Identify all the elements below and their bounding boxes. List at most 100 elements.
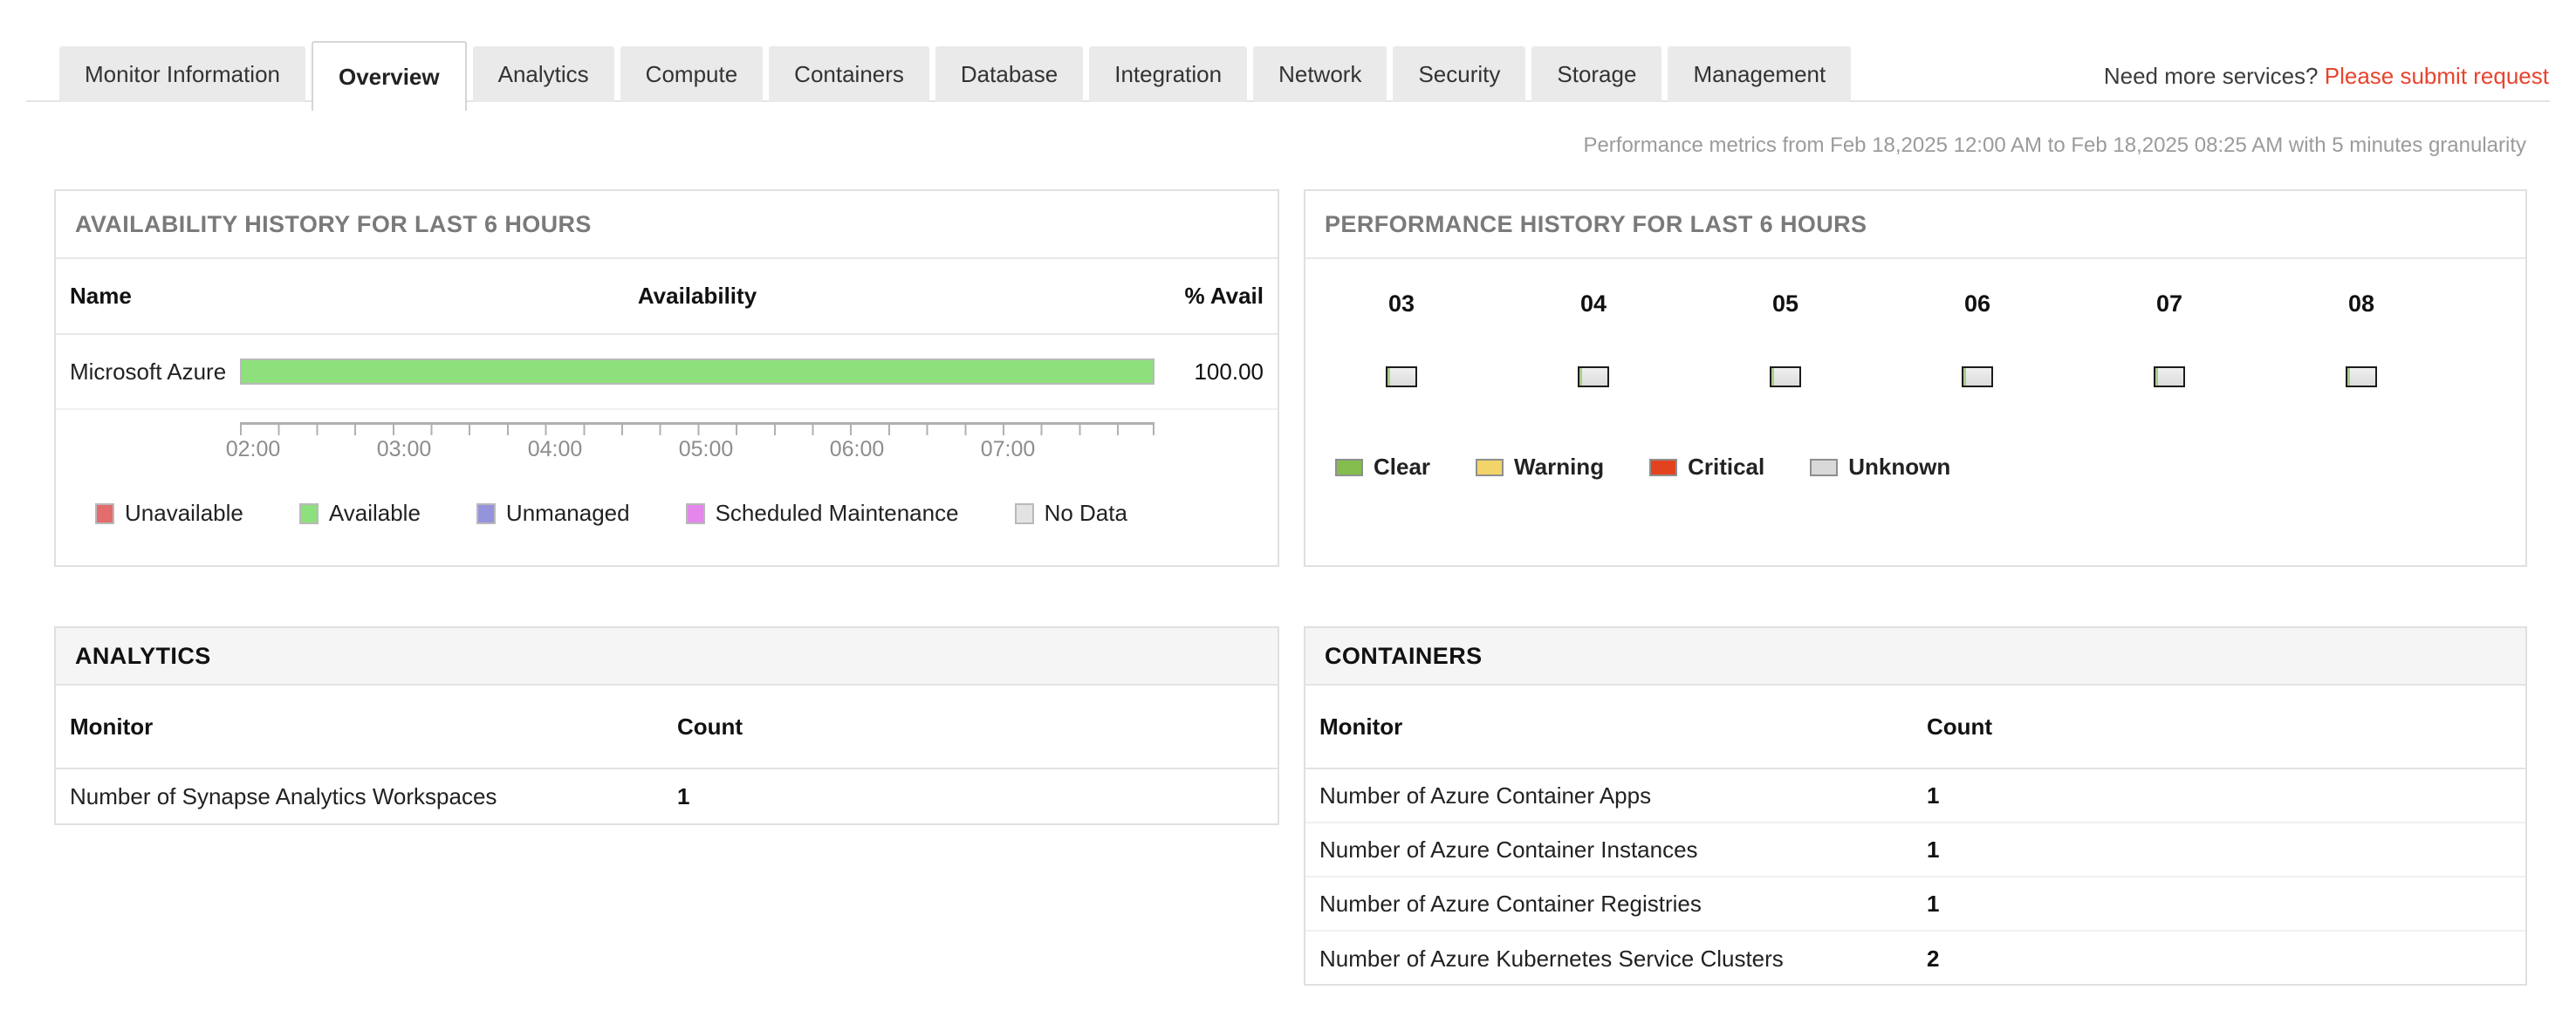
hour-bar-unknown-fill [1966,368,1991,386]
tab-label: Network [1278,60,1362,87]
hour-status-bar [2346,366,2377,387]
monitor-count: 1 [1927,890,1940,917]
tab[interactable]: Analytics [472,46,614,102]
tab-label: Management [1693,60,1826,87]
tab[interactable]: Overview [311,41,467,111]
monitor-name[interactable]: Number of Azure Kubernetes Service Clust… [1319,945,1784,972]
monitor-name[interactable]: Number of Azure Container Instances [1319,836,1698,863]
availability-row: Microsoft Azure 100.00 [56,335,1278,410]
containers-table-header: Monitor Count [1305,686,2525,769]
table-row: Number of Azure Container Instances 1 [1305,823,2525,877]
availability-bar [240,358,1154,385]
performance-legend: Clear Warning Critical Unknown [1305,454,2525,481]
tab-label: Security [1418,60,1501,87]
axis-tick-label: 02:00 [225,437,281,461]
hour-label: 08 [2347,290,2375,317]
hour-column: 08 [2265,292,2457,387]
tab[interactable]: Security [1393,46,1526,102]
hour-bar-unknown-fill [1390,368,1415,386]
axis-tick-label: 04:00 [527,437,583,461]
legend-label: Warning [1514,454,1605,480]
axis-tick-label: 03:00 [376,437,432,461]
legend-label: No Data [1044,500,1127,526]
legend-swatch-icon [685,502,705,524]
hour-status-bar [1386,366,1417,387]
legend-swatch-icon [1810,458,1839,476]
availability-legend: Unavailable Available Unmanaged Schedule… [56,500,1278,527]
tab-label: Overview [338,63,440,90]
availability-table-header: Name Availability % Avail [56,259,1278,335]
monitor-name[interactable]: Microsoft Azure [70,358,227,385]
hour-bar-unknown-fill [1582,368,1607,386]
performance-history-panel: PERFORMANCE HISTORY FOR LAST 6 HOURS 03 … [1304,189,2527,567]
tab[interactable]: Containers [769,46,929,102]
monitor-count: 2 [1927,945,1940,972]
legend-label: Unavailable [125,500,243,526]
need-more-services-text: Need more services? [2103,63,2319,89]
performance-panel-header: PERFORMANCE HISTORY FOR LAST 6 HOURS [1305,191,2525,259]
analytics-table-header: Monitor Count [56,686,1278,769]
axis-tick-label: 07:00 [980,437,1036,461]
column-header-count: Count [1927,713,1993,740]
monitor-name[interactable]: Number of Azure Container Apps [1319,782,1652,809]
legend-label: Unmanaged [505,500,630,526]
table-row: Number of Azure Container Registries 1 [1305,877,2525,932]
tab[interactable]: Database [935,46,1084,102]
hour-bar-clear-sliver [1579,368,1582,386]
performance-metrics-range: Performance metrics from Feb 18,2025 12:… [1583,133,2526,157]
need-more-services: Need more services? Please submit reques… [2104,63,2549,90]
legend-label: Available [328,500,421,526]
legend-item: Unmanaged [476,500,630,527]
tab[interactable]: Storage [1531,46,1662,102]
availability-panel-title: AVAILABILITY HISTORY FOR LAST 6 HOURS [75,210,592,237]
axis-tick-label: 05:00 [678,437,734,461]
legend-swatch-icon [1649,458,1678,476]
hour-column: 05 [1689,292,1881,387]
tab-label: Monitor Information [85,60,280,87]
legend-item: Scheduled Maintenance [685,500,959,527]
legend-swatch-icon [95,502,114,524]
monitor-name[interactable]: Number of Azure Container Registries [1319,890,1702,917]
containers-panel: CONTAINERS Monitor Count Number of Azure… [1304,626,2527,986]
tab[interactable]: Integration [1089,46,1248,102]
availability-table-body: Microsoft Azure 100.00 [56,335,1278,410]
hour-status-bar [1962,366,1993,387]
legend-item: Warning [1476,454,1604,481]
containers-panel-header: CONTAINERS [1305,628,2525,686]
tab-label: Database [960,60,1058,87]
tab-label: Storage [1557,60,1637,87]
legend-label: Unknown [1848,454,1951,480]
tab-bar: Monitor Information Overview Analytics C… [59,41,1852,111]
hour-status-bar [2154,366,2185,387]
hour-column: 06 [1881,292,2073,387]
containers-panel-title: CONTAINERS [1325,642,1483,669]
monitor-count: 1 [1927,836,1940,863]
hour-bar-unknown-fill [1774,368,1799,386]
legend-label: Clear [1374,454,1431,480]
legend-item: No Data [1014,500,1127,527]
hour-label: 05 [1771,290,1799,317]
legend-swatch-icon [1014,502,1034,524]
tab-label: Compute [645,60,738,87]
axis-ruler [240,422,1154,435]
hour-bar-unknown-fill [2350,368,2375,386]
tab[interactable]: Management [1668,46,1852,102]
tab[interactable]: Network [1253,46,1387,102]
submit-request-link[interactable]: Please submit request [2324,63,2549,89]
availability-bar-track [240,358,1154,385]
hour-label: 04 [1579,290,1607,317]
legend-item: Critical [1649,454,1764,481]
tab[interactable]: Compute [620,46,764,102]
tab-label: Containers [794,60,904,87]
column-header-name: Name [70,283,132,309]
analytics-table-body: Number of Synapse Analytics Workspaces 1 [56,769,1278,823]
column-header-monitor: Monitor [70,713,154,740]
tab-label: Integration [1114,60,1223,87]
tab[interactable]: Monitor Information [59,46,305,102]
column-header-monitor: Monitor [1319,713,1403,740]
monitor-name[interactable]: Number of Synapse Analytics Workspaces [70,782,497,809]
hour-label: 06 [1963,290,1991,317]
monitor-count: 1 [1927,782,1940,809]
performance-panel-title: PERFORMANCE HISTORY FOR LAST 6 HOURS [1325,210,1867,237]
